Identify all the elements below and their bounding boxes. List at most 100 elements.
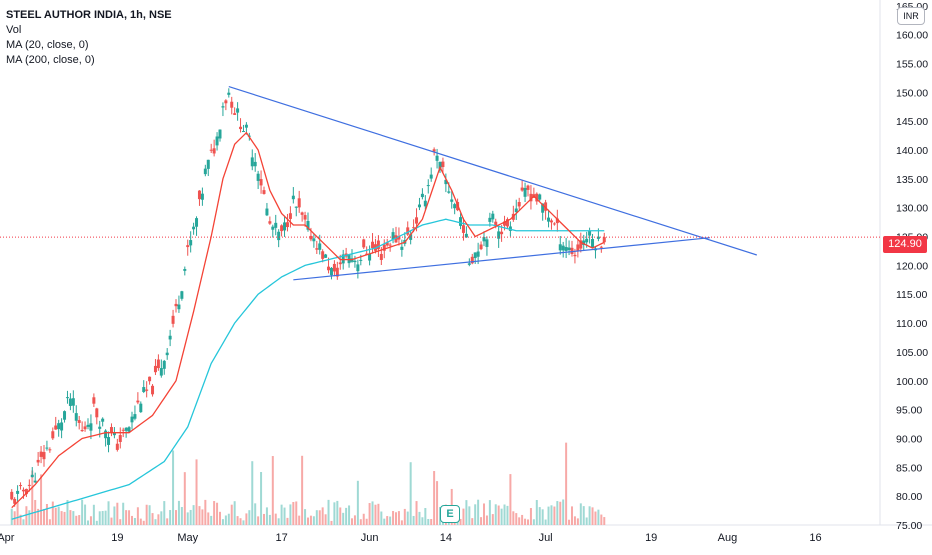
candle-body [10,491,14,500]
volume-bar [92,504,95,525]
volume-bar [40,474,43,525]
volume-bar [277,518,280,525]
volume-bar [69,510,72,525]
volume-bar [201,509,204,525]
candle-body [412,227,416,229]
candle-body [485,239,489,247]
candle-body [51,431,55,439]
volume-bar [198,506,201,525]
volume-bar [207,512,210,525]
volume-bar [177,500,180,525]
volume-bar [362,513,365,525]
candle-body [241,131,245,133]
volume-bar [95,520,98,525]
candle-body [215,136,219,146]
candle-body [197,190,201,200]
volume-bar [280,504,283,525]
volume-bar [465,500,468,525]
volume-bar [72,511,75,525]
volume-bar [154,519,157,525]
candle-body [385,242,389,246]
volume-bar [242,520,245,525]
volume-bar [582,506,585,525]
candle-body [479,244,483,250]
candle-body [77,420,81,423]
candle-body [171,315,175,324]
candle-body [212,148,216,154]
candle-body [476,251,480,257]
candle-body [148,376,152,382]
candle-body [549,220,553,223]
y-tick-label: 150.00 [896,87,928,99]
volume-bar [427,518,430,525]
volume-bar [573,516,576,525]
candle-body [315,248,319,250]
candle-body [192,226,196,230]
candle-body [567,247,571,251]
candle-body [379,253,383,260]
volume-bar [312,516,315,525]
volume-bar [307,517,309,525]
volume-bar [101,510,104,525]
last-price-badge: 124.90 [883,236,927,253]
earnings-marker[interactable]: E [440,505,460,523]
volume-bar [550,505,553,525]
volume-bar [330,520,333,525]
volume-bar [301,455,304,525]
currency-label[interactable]: INR [897,7,925,25]
volume-bar [248,510,251,525]
volume-bar [494,504,497,525]
volume-bar [60,511,63,525]
candle-body [186,245,190,248]
candle-body [482,237,486,242]
volume-bar [163,501,166,525]
symbol-title[interactable]: STEEL AUTHOR INDIA, 1h, NSE [6,9,172,21]
volume-bar [292,501,295,525]
candle-body [283,222,287,231]
volume-bar [327,499,330,525]
candle-body [203,168,207,175]
volume-bar [412,515,415,525]
x-tick-label: 14 [440,532,452,544]
candle-body [391,232,395,240]
candle-body [312,238,316,242]
candle-body [602,237,606,243]
candle-body [561,245,565,251]
legend-ma20[interactable]: MA (20, close, 0) [6,39,89,51]
candle-body [362,239,366,248]
candle-body [494,221,498,226]
volume-bar [54,507,57,525]
candle-body [227,92,231,95]
volume-bar [227,513,230,525]
volume-bar [359,519,362,525]
volume-bar [474,504,477,525]
volume-bar [576,518,579,525]
candle-body [382,244,386,251]
candle-body [262,190,266,194]
volume-bar [298,515,301,525]
volume-bar [562,499,565,525]
volume-bar [356,480,359,525]
candle-body [353,260,357,263]
legend-vol[interactable]: Vol [6,24,22,36]
candle-body [461,225,465,233]
legend-ma200[interactable]: MA (200, close, 0) [6,54,95,66]
candle-body [400,246,404,250]
volume-bar [383,518,386,525]
volume-bar [148,505,151,525]
volume-bar [89,516,92,525]
volume-bar [392,511,395,525]
volume-bar [365,518,368,525]
volume-bar [45,503,48,525]
candle-body [432,149,436,152]
volume-bar [75,515,78,525]
candle-body [552,223,556,225]
candle-body [517,202,521,207]
volume-bar [289,504,292,525]
candle-body [253,161,257,167]
candle-body [80,429,84,432]
candle-body [409,234,413,240]
x-tick-label: 19 [111,532,123,544]
